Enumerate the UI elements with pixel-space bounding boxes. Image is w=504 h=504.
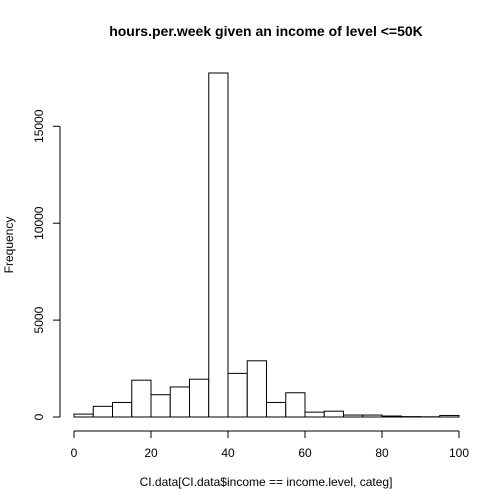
histogram-bar: [381, 415, 402, 418]
chart-title: hours.per.week given an income of level …: [109, 23, 423, 39]
y-tick-label: 0: [32, 413, 46, 420]
histogram-bar: [343, 414, 364, 418]
histogram-bar: [92, 405, 113, 418]
histogram-bar: [208, 72, 229, 418]
histogram-bar: [362, 414, 383, 418]
bars-group: [73, 72, 460, 418]
histogram-bar: [150, 394, 171, 418]
histogram-bar: [169, 386, 190, 418]
histogram-bar: [323, 410, 344, 418]
x-axis-label: CI.data[CI.data$income == income.level, …: [140, 475, 393, 489]
y-tick-label: 10000: [32, 206, 46, 240]
histogram-bar: [285, 392, 306, 418]
y-tick-label: 5000: [32, 306, 46, 333]
histogram-bar: [246, 360, 267, 418]
y-tick-label: 15000: [32, 109, 46, 143]
histogram-bar: [73, 413, 94, 418]
histogram-bar: [131, 379, 152, 418]
histogram-bar: [439, 414, 460, 418]
histogram-bar: [227, 372, 248, 418]
histogram-bar: [189, 378, 210, 418]
histogram-bar: [304, 411, 325, 418]
x-tick-label: 100: [449, 446, 469, 460]
x-axis: 0 20 40 60 80 100: [71, 430, 469, 460]
x-tick-label: 60: [298, 446, 312, 460]
x-tick-label: 20: [144, 446, 158, 460]
histogram-bar: [112, 401, 133, 418]
histogram-bar: [266, 401, 287, 418]
x-tick-label: 0: [71, 446, 78, 460]
y-axis: 0 5000 10000 15000: [32, 109, 61, 420]
x-tick-label: 80: [375, 446, 389, 460]
y-axis-label: Frequency: [2, 217, 16, 274]
x-tick-label: 40: [221, 446, 235, 460]
